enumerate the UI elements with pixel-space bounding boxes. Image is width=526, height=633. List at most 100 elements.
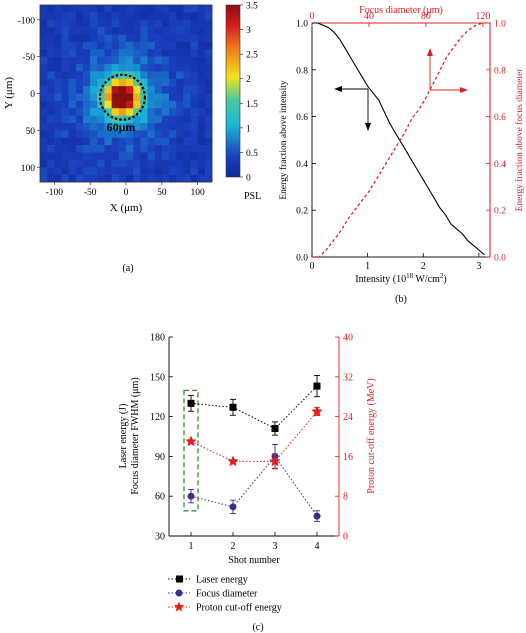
heatmap-cell [54, 145, 62, 153]
data-point-square [229, 403, 237, 411]
heatmap-cell [40, 41, 48, 50]
heatmap-cell [154, 159, 163, 168]
heatmap-cell [111, 130, 120, 139]
heatmap-cell [118, 115, 127, 124]
heatmap-cell [47, 34, 55, 43]
plot-b-top-tick-label: 120 [475, 11, 490, 22]
heatmap-cell [133, 137, 141, 146]
heatmap-cell [83, 159, 91, 168]
legend-label: Focus diameter [196, 589, 258, 600]
heatmap-cell [47, 137, 55, 146]
heatmap-cell [197, 123, 206, 131]
heatmap-cell [183, 5, 191, 13]
heatmap-cell [190, 137, 198, 146]
heatmap-cell [75, 167, 84, 175]
plot-c-right-tick-label: 32 [343, 372, 353, 383]
heatmap-cell [169, 159, 177, 168]
heatmap-cell [154, 174, 163, 183]
series-line [190, 411, 318, 462]
heatmap-cell [40, 19, 48, 28]
colorbar-tick-label: 1.5 [246, 100, 258, 110]
heatmap-cell [169, 145, 177, 153]
heatmap-cell [190, 86, 198, 94]
heatmap-y-ticks: -100 -50 0 50 100 [18, 16, 40, 174]
heatmap-cell [40, 167, 48, 175]
heatmap-cell [126, 64, 134, 72]
heatmap-cell [197, 174, 206, 183]
heatmap-cell [183, 108, 191, 116]
heatmap-cell [97, 5, 105, 13]
heatmap-cell [75, 64, 84, 72]
heatmap-cell [68, 5, 77, 13]
heatmap-cell [183, 86, 191, 94]
plot-b-x-tick-label: 1 [365, 261, 370, 272]
heatmap-cell [97, 167, 105, 175]
heatmap-cell [118, 152, 127, 161]
heatmap-cell [169, 41, 177, 50]
heatmap-cell [204, 137, 213, 146]
heatmap-cell [140, 41, 148, 50]
heatmap-cell [154, 71, 163, 80]
heatmap-cell [75, 34, 84, 43]
heatmap-cell [183, 152, 191, 161]
plot-c-right-tick-label: 0 [343, 532, 348, 543]
heatmap-cell [176, 12, 184, 21]
plot-c-left-tick-label: 30 [155, 532, 165, 543]
heatmap-cell [154, 145, 163, 153]
heatmap-cell [75, 159, 84, 168]
heatmap-cell [111, 78, 120, 87]
plot-b-x-label: Intensity (1018 W/cm2) [355, 272, 446, 285]
heatmap-cell [126, 152, 134, 161]
heatmap-cell [104, 137, 112, 146]
intensity-curve [312, 22, 485, 256]
heatmap-cell [97, 49, 105, 57]
heatmap-cell [140, 167, 148, 175]
heatmap-y-tick-label: 100 [21, 164, 36, 174]
heatmap-cell [133, 93, 141, 102]
heatmap-cell [47, 56, 55, 65]
heatmap-cell [197, 56, 206, 65]
heatmap-cell [133, 71, 141, 80]
heatmap-cell [190, 167, 198, 175]
plot-b-top-axis-label: Focus diameter (μm) [359, 5, 443, 16]
heatmap-cell [47, 64, 55, 72]
heatmap-cell [40, 71, 48, 80]
heatmap-cell [154, 108, 163, 116]
heatmap-cell [161, 41, 170, 50]
heatmap-cell [118, 108, 127, 116]
heatmap-cell [147, 167, 155, 175]
heatmap-cell [40, 108, 48, 116]
heatmap-cell [133, 49, 141, 57]
heatmap-cell [104, 56, 112, 65]
heatmap-cell [68, 167, 77, 175]
heatmap-cell [83, 19, 91, 28]
heatmap-cell [190, 159, 198, 168]
heatmap-cell [133, 174, 141, 183]
heatmap-cell [161, 56, 170, 65]
heatmap-cell [97, 34, 105, 43]
heatmap-cell [154, 137, 163, 146]
heatmap-cell [61, 41, 69, 50]
heatmap-x-label: X (μm) [110, 202, 143, 214]
heatmap-cell [190, 19, 198, 28]
heatmap-cell [61, 12, 69, 21]
heatmap-cell [176, 108, 184, 116]
heatmap-cell [68, 64, 77, 72]
heatmap-cell [61, 86, 69, 94]
heatmap-cell [140, 78, 148, 87]
heatmap-cell [90, 71, 98, 80]
series-line [190, 455, 318, 517]
heatmap-cell [183, 64, 191, 72]
heatmap-cell [118, 159, 127, 168]
heatmap-cell [197, 167, 206, 175]
heatmap-cell [204, 100, 213, 109]
heatmap-cell [204, 71, 213, 80]
diameter-curve [312, 22, 484, 258]
heatmap-cell [154, 34, 163, 43]
heatmap-cell [111, 12, 120, 21]
heatmap-cell [197, 71, 206, 80]
heatmap-cell [118, 167, 127, 175]
heatmap-cell [61, 56, 69, 65]
heatmap-cell [54, 115, 62, 124]
heatmap-cell [161, 86, 170, 94]
